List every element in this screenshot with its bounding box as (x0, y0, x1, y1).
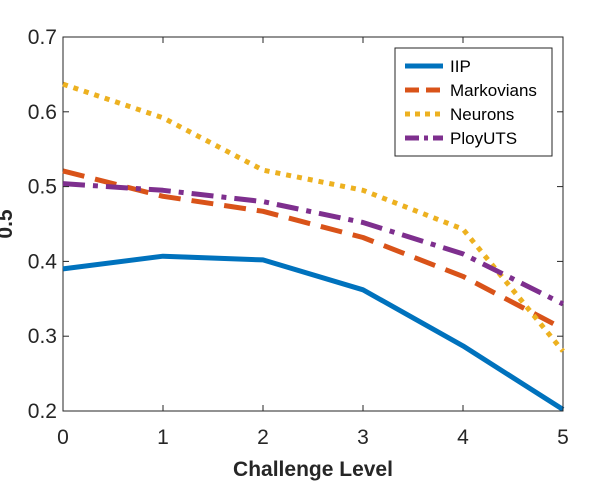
x-tick-label: 0 (57, 426, 69, 449)
plot-area (62, 36, 564, 412)
legend-label-markovians: Markovians (450, 81, 537, 100)
series-line-neurons (62, 81, 565, 353)
y-tick-label: 0.6 (28, 101, 57, 124)
legend-label-neurons: Neurons (450, 105, 514, 124)
legend-label-ployuts: PloyUTS (450, 129, 517, 148)
x-tick-label: 4 (457, 426, 469, 449)
y-tick-label: 0.3 (28, 325, 57, 348)
x-axis-title: Challenge Level (233, 458, 393, 481)
series-layer (62, 81, 565, 412)
series-line-ployuts (62, 181, 565, 307)
legend-label-iip: IIP (450, 57, 471, 76)
y-axis-title: 0.5 (0, 209, 17, 239)
x-tick-label: 3 (357, 426, 369, 449)
y-tick-label: 0.7 (28, 26, 57, 49)
series-line-iip (62, 253, 565, 412)
x-tick-label: 5 (557, 426, 569, 449)
axes-layer: 0 1 2 3 4 5 0.2 0.3 0.4 0.5 0.6 0.7 (28, 26, 569, 449)
x-tick-label: 1 (157, 426, 169, 449)
legend: IIP Markovians Neurons PloyUTS (394, 47, 553, 157)
y-tick-label: 0.5 (28, 176, 57, 199)
series-line-markovians (62, 168, 565, 331)
x-tick-label: 2 (257, 426, 269, 449)
y-tick-label: 0.2 (28, 400, 57, 423)
y-tick-label: 0.4 (28, 250, 58, 273)
